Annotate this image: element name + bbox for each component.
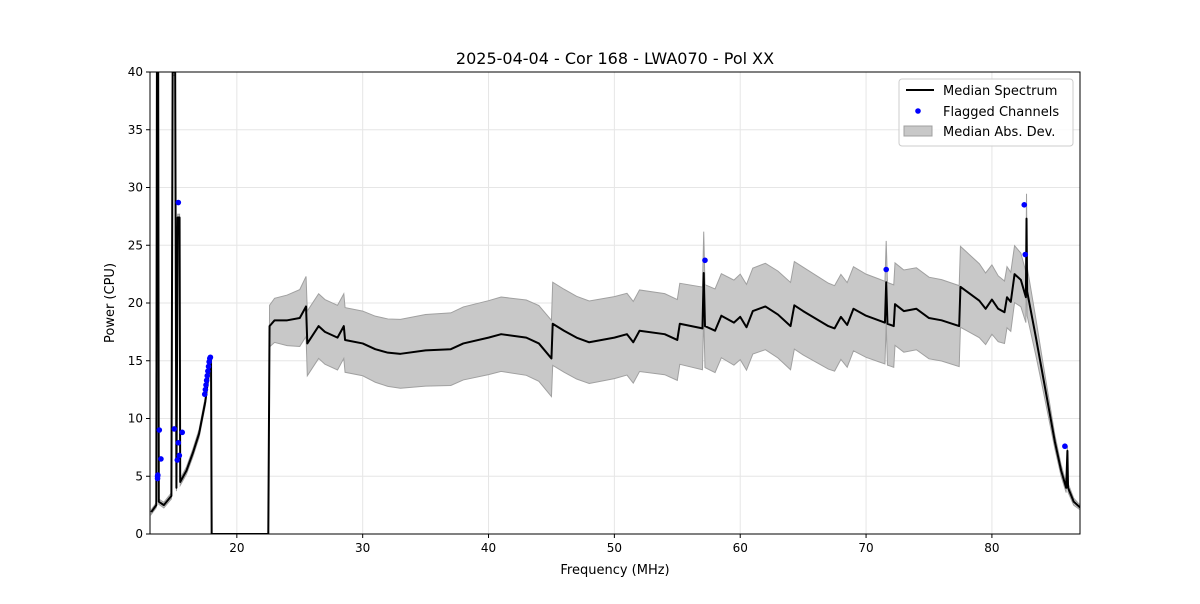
flagged-channel-point (205, 363, 212, 370)
flagged-channel-point (883, 266, 889, 273)
legend-flagged-swatch (915, 108, 921, 114)
flagged-channel-point (155, 472, 161, 478)
legend-box (898, 78, 1074, 147)
flagged-channel-point (175, 199, 182, 206)
x-tick-label: 80 (984, 541, 999, 555)
y-tick-label: 20 (128, 296, 143, 310)
y-axis-label: Power (CPU) (103, 263, 118, 343)
legend: Median Spectrum Flagged Channels Median … (898, 78, 1074, 147)
flagged-channel-point (203, 377, 210, 384)
legend-mad-label: Median Abs. Dev. (943, 125, 1055, 140)
legend-median-label: Median Spectrum (943, 84, 1057, 99)
flagged-channel-point (175, 439, 182, 446)
y-tick-label: 0 (135, 527, 143, 541)
y-tick-label: 5 (135, 469, 143, 483)
legend-mad-swatch (903, 125, 933, 137)
flagged-channel-point (203, 382, 209, 388)
flagged-channel-point (179, 429, 186, 436)
flagged-channel-point (702, 257, 708, 264)
y-tick-label: 30 (128, 181, 143, 195)
x-tick-label: 40 (481, 541, 496, 555)
flagged-channel-point (1021, 202, 1028, 208)
flagged-channel-point (204, 372, 211, 379)
legend-flagged-label: Flagged Channels (943, 105, 1059, 120)
y-tick-label: 40 (128, 65, 143, 79)
flagged-channel-point (174, 457, 181, 463)
flagged-channel-point (1062, 443, 1068, 450)
mad-band (150, 72, 1080, 534)
flagged-channel-point (205, 368, 211, 374)
x-tick-label: 30 (355, 541, 370, 555)
median-spectrum-line (150, 72, 1080, 534)
x-tick-label: 20 (229, 541, 244, 555)
x-tick-label: 70 (858, 541, 873, 555)
chart-title: 2025-04-04 - Cor 168 - LWA070 - Pol XX (456, 49, 774, 68)
flagged-channel-point (201, 391, 208, 398)
flagged-channel-point (176, 452, 183, 459)
flagged-channel-point (1022, 251, 1029, 258)
flagged-channel-point (156, 427, 163, 433)
x-axis-label: Frequency (MHz) (560, 563, 669, 578)
flagged-channel-point (207, 354, 214, 361)
flagged-channel-point (202, 386, 209, 393)
y-tick-label: 10 (128, 412, 143, 426)
x-tick-label: 60 (733, 541, 748, 555)
x-tick-label: 50 (607, 541, 622, 555)
flagged-channel-point (171, 426, 178, 432)
y-tick-label: 25 (128, 238, 143, 252)
y-tick-label: 15 (128, 354, 143, 368)
y-tick-label: 35 (128, 123, 143, 137)
flagged-channel-point (158, 456, 164, 462)
